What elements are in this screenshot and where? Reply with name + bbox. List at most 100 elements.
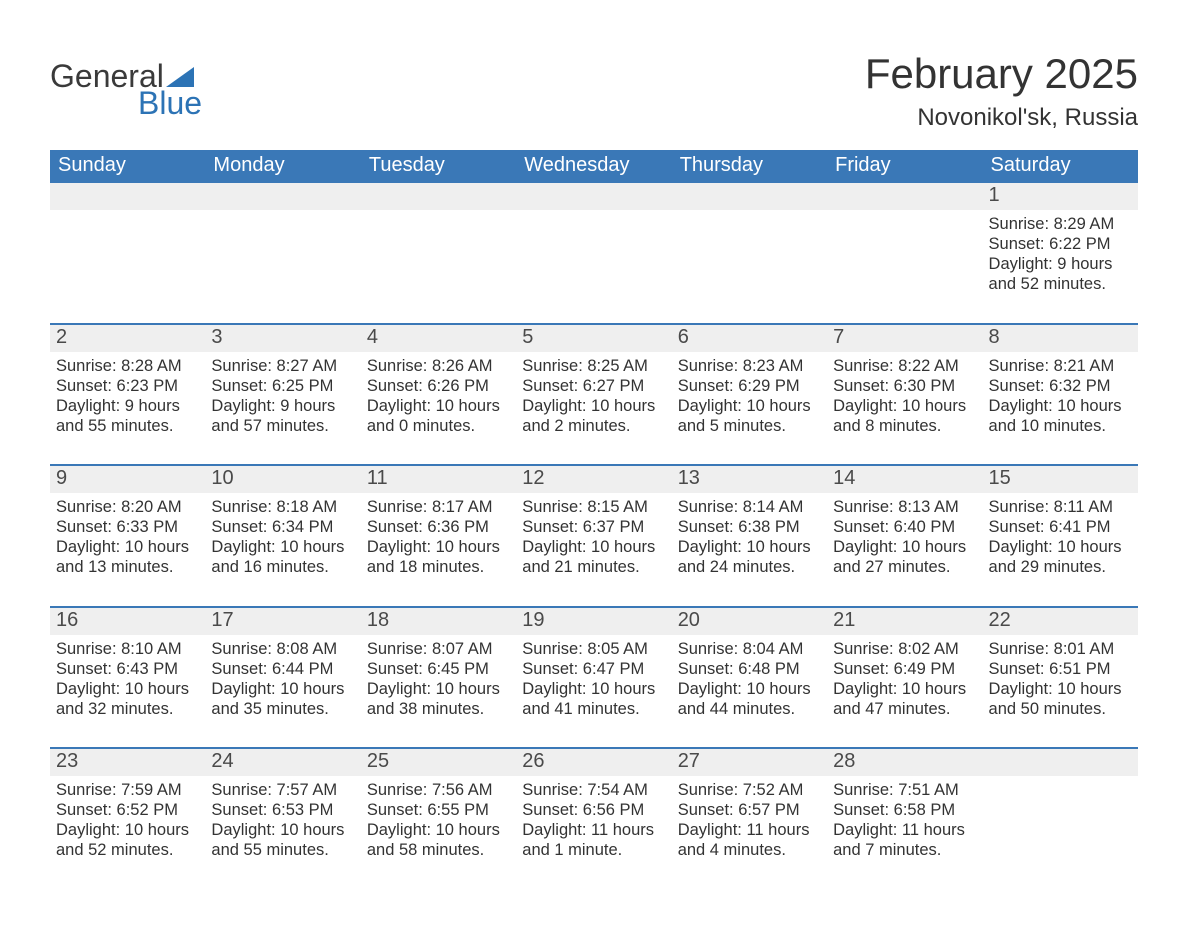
sunset-text: Sunset: 6:57 PM [678, 800, 821, 820]
day-detail-cell: Sunrise: 8:07 AMSunset: 6:45 PMDaylight:… [361, 635, 516, 749]
calendar-table: SundayMondayTuesdayWednesdayThursdayFrid… [50, 150, 1138, 889]
day-detail-cell: Sunrise: 8:14 AMSunset: 6:38 PMDaylight:… [672, 493, 827, 607]
day-detail-cell: Sunrise: 8:29 AMSunset: 6:22 PMDaylight:… [983, 210, 1138, 324]
sunset-text: Sunset: 6:53 PM [211, 800, 354, 820]
sunrise-text: Sunrise: 7:52 AM [678, 780, 821, 800]
day-detail-cell: Sunrise: 8:05 AMSunset: 6:47 PMDaylight:… [516, 635, 671, 749]
sunset-text: Sunset: 6:41 PM [989, 517, 1132, 537]
day-number-cell: 5 [516, 325, 671, 352]
sunset-text: Sunset: 6:37 PM [522, 517, 665, 537]
sunrise-text: Sunrise: 8:25 AM [522, 356, 665, 376]
daylight-text: Daylight: 10 hours and 38 minutes. [367, 679, 510, 719]
day-detail-cell: Sunrise: 8:20 AMSunset: 6:33 PMDaylight:… [50, 493, 205, 607]
daylight-text: Daylight: 10 hours and 18 minutes. [367, 537, 510, 577]
sunrise-text: Sunrise: 8:02 AM [833, 639, 976, 659]
day-number-cell [672, 183, 827, 210]
daylight-text: Daylight: 10 hours and 35 minutes. [211, 679, 354, 719]
day-number-cell: 15 [983, 466, 1138, 493]
logo: General Blue [50, 58, 202, 122]
day-number-cell: 10 [205, 466, 360, 493]
day-number-row: 1 [50, 183, 1138, 210]
daylight-text: Daylight: 10 hours and 16 minutes. [211, 537, 354, 577]
day-number-cell: 21 [827, 608, 982, 635]
sunrise-text: Sunrise: 8:01 AM [989, 639, 1132, 659]
day-detail-cell: Sunrise: 7:57 AMSunset: 6:53 PMDaylight:… [205, 776, 360, 889]
sunrise-text: Sunrise: 8:04 AM [678, 639, 821, 659]
daylight-text: Daylight: 11 hours and 7 minutes. [833, 820, 976, 860]
sunrise-text: Sunrise: 8:10 AM [56, 639, 199, 659]
daylight-text: Daylight: 10 hours and 5 minutes. [678, 396, 821, 436]
daylight-text: Daylight: 10 hours and 29 minutes. [989, 537, 1132, 577]
day-number-cell [50, 183, 205, 210]
sunrise-text: Sunrise: 8:15 AM [522, 497, 665, 517]
daylight-text: Daylight: 10 hours and 41 minutes. [522, 679, 665, 719]
day-number-cell: 4 [361, 325, 516, 352]
sunset-text: Sunset: 6:32 PM [989, 376, 1132, 396]
day-detail-cell: Sunrise: 8:08 AMSunset: 6:44 PMDaylight:… [205, 635, 360, 749]
sunrise-text: Sunrise: 8:05 AM [522, 639, 665, 659]
daylight-text: Daylight: 10 hours and 55 minutes. [211, 820, 354, 860]
sunrise-text: Sunrise: 7:57 AM [211, 780, 354, 800]
sunrise-text: Sunrise: 8:14 AM [678, 497, 821, 517]
daylight-text: Daylight: 10 hours and 2 minutes. [522, 396, 665, 436]
daylight-text: Daylight: 10 hours and 44 minutes. [678, 679, 821, 719]
sunrise-text: Sunrise: 8:20 AM [56, 497, 199, 517]
daylight-text: Daylight: 9 hours and 52 minutes. [989, 254, 1132, 294]
day-detail-cell: Sunrise: 8:28 AMSunset: 6:23 PMDaylight:… [50, 352, 205, 466]
sunset-text: Sunset: 6:55 PM [367, 800, 510, 820]
day-number-cell [983, 749, 1138, 776]
sunrise-text: Sunrise: 8:23 AM [678, 356, 821, 376]
day-detail-row: Sunrise: 7:59 AMSunset: 6:52 PMDaylight:… [50, 776, 1138, 889]
day-number-cell: 11 [361, 466, 516, 493]
daylight-text: Daylight: 9 hours and 57 minutes. [211, 396, 354, 436]
sunrise-text: Sunrise: 7:54 AM [522, 780, 665, 800]
daylight-text: Daylight: 10 hours and 50 minutes. [989, 679, 1132, 719]
day-header: Monday [205, 150, 360, 183]
day-number-cell: 23 [50, 749, 205, 776]
sunrise-text: Sunrise: 8:18 AM [211, 497, 354, 517]
day-number-cell [361, 183, 516, 210]
day-header: Sunday [50, 150, 205, 183]
day-number-cell: 7 [827, 325, 982, 352]
day-detail-cell [672, 210, 827, 324]
daylight-text: Daylight: 9 hours and 55 minutes. [56, 396, 199, 436]
calendar-head: SundayMondayTuesdayWednesdayThursdayFrid… [50, 150, 1138, 183]
daylight-text: Daylight: 10 hours and 32 minutes. [56, 679, 199, 719]
sunrise-text: Sunrise: 8:22 AM [833, 356, 976, 376]
sunrise-text: Sunrise: 8:29 AM [989, 214, 1132, 234]
day-number-cell: 28 [827, 749, 982, 776]
sunset-text: Sunset: 6:29 PM [678, 376, 821, 396]
logo-word-2: Blue [138, 85, 202, 122]
sunset-text: Sunset: 6:48 PM [678, 659, 821, 679]
sunset-text: Sunset: 6:26 PM [367, 376, 510, 396]
day-detail-cell: Sunrise: 7:59 AMSunset: 6:52 PMDaylight:… [50, 776, 205, 889]
day-detail-cell: Sunrise: 8:15 AMSunset: 6:37 PMDaylight:… [516, 493, 671, 607]
sunset-text: Sunset: 6:40 PM [833, 517, 976, 537]
day-number-cell: 16 [50, 608, 205, 635]
day-detail-row: Sunrise: 8:28 AMSunset: 6:23 PMDaylight:… [50, 352, 1138, 466]
day-detail-cell [361, 210, 516, 324]
day-detail-cell: Sunrise: 7:56 AMSunset: 6:55 PMDaylight:… [361, 776, 516, 889]
sunset-text: Sunset: 6:25 PM [211, 376, 354, 396]
sunset-text: Sunset: 6:22 PM [989, 234, 1132, 254]
day-header: Thursday [672, 150, 827, 183]
sunset-text: Sunset: 6:51 PM [989, 659, 1132, 679]
sunset-text: Sunset: 6:58 PM [833, 800, 976, 820]
day-detail-cell [50, 210, 205, 324]
title-block: February 2025 Novonikol'sk, Russia [865, 40, 1138, 132]
sunrise-text: Sunrise: 7:56 AM [367, 780, 510, 800]
day-detail-cell [983, 776, 1138, 889]
sunrise-text: Sunrise: 8:28 AM [56, 356, 199, 376]
day-number-cell: 19 [516, 608, 671, 635]
sunrise-text: Sunrise: 8:11 AM [989, 497, 1132, 517]
day-number-cell: 1 [983, 183, 1138, 210]
day-number-cell: 25 [361, 749, 516, 776]
sunrise-text: Sunrise: 8:27 AM [211, 356, 354, 376]
sunset-text: Sunset: 6:47 PM [522, 659, 665, 679]
daylight-text: Daylight: 10 hours and 21 minutes. [522, 537, 665, 577]
day-number-cell: 14 [827, 466, 982, 493]
day-detail-cell: Sunrise: 8:27 AMSunset: 6:25 PMDaylight:… [205, 352, 360, 466]
month-title: February 2025 [865, 50, 1138, 98]
daylight-text: Daylight: 10 hours and 10 minutes. [989, 396, 1132, 436]
sunset-text: Sunset: 6:30 PM [833, 376, 976, 396]
